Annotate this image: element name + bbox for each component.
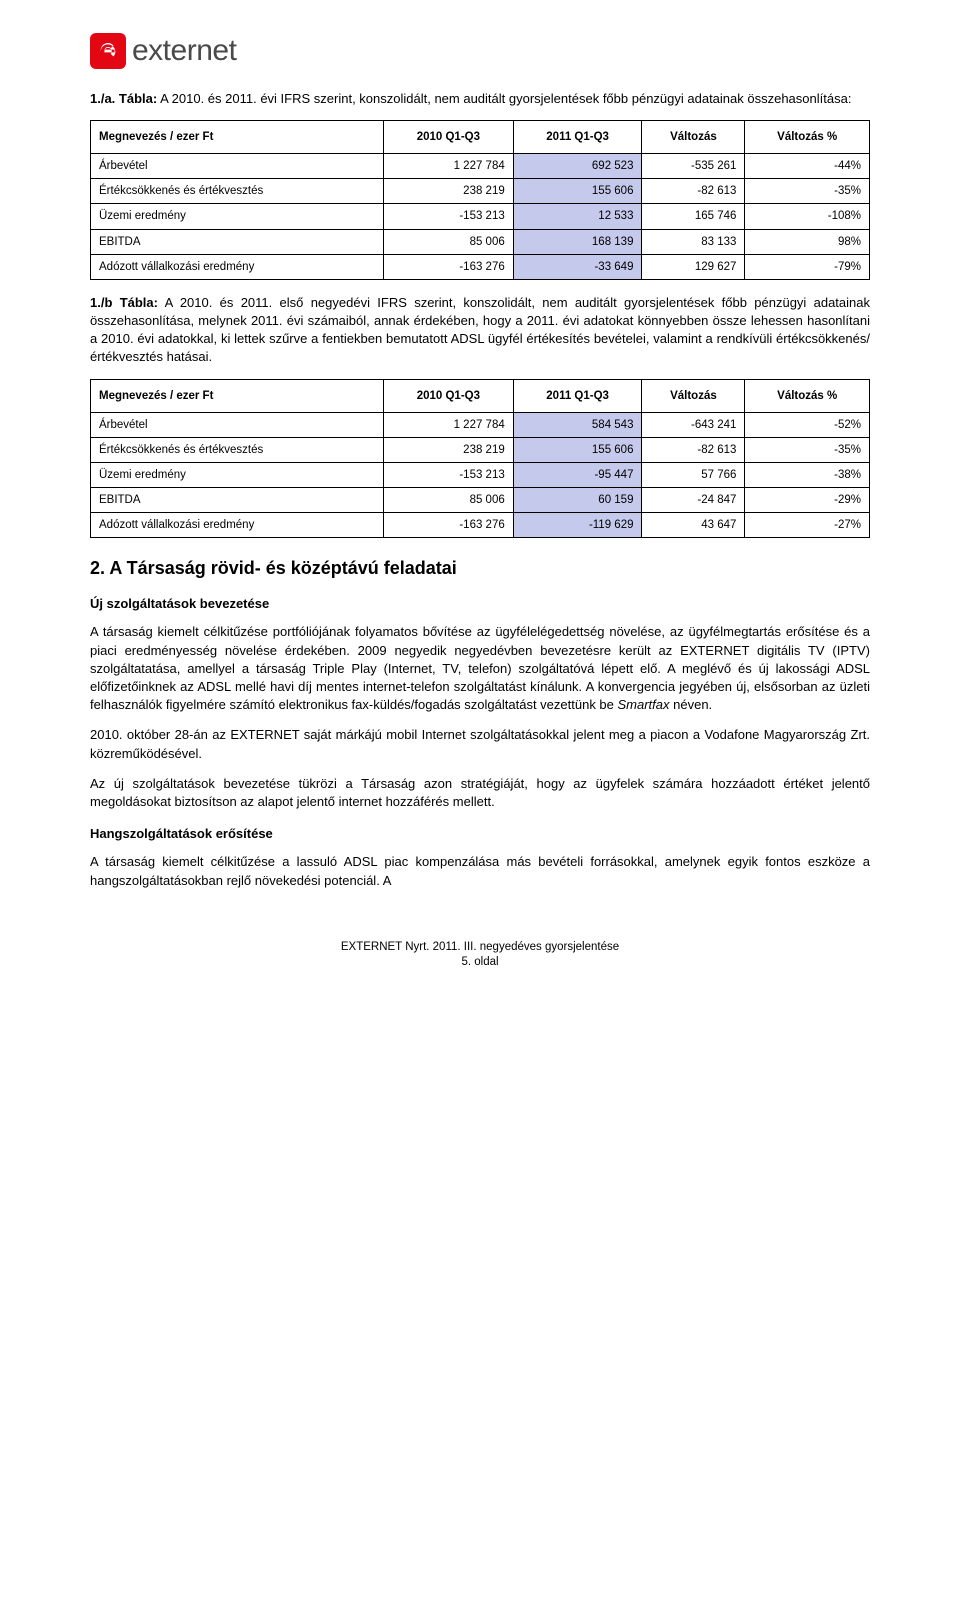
table-row: EBITDA85 00660 159-24 847-29% <box>91 487 870 512</box>
section-1a-title-rest: A 2010. és 2011. évi IFRS szerint, konsz… <box>157 91 851 106</box>
table-1a: Megnevezés / ezer Ft 2010 Q1-Q3 2011 Q1-… <box>90 120 870 280</box>
table-cell: -82 613 <box>642 179 745 204</box>
table-cell: -35% <box>745 437 870 462</box>
table-cell: -643 241 <box>642 412 745 437</box>
table-cell: Üzemi eredmény <box>91 462 384 487</box>
table-header-cell: Megnevezés / ezer Ft <box>91 379 384 412</box>
table-header-cell: 2010 Q1-Q3 <box>383 121 513 154</box>
table-cell: 60 159 <box>513 487 642 512</box>
table-cell: -119 629 <box>513 512 642 537</box>
e-logo-icon <box>90 33 126 69</box>
section-2-p3: Az új szolgáltatások bevezetése tükrözi … <box>90 775 870 811</box>
table-row: Árbevétel1 227 784692 523-535 261-44% <box>91 154 870 179</box>
section-2-p1-post: néven. <box>670 697 713 712</box>
table-cell: 85 006 <box>383 229 513 254</box>
table-cell: 155 606 <box>513 179 642 204</box>
table-cell: -82 613 <box>642 437 745 462</box>
table-cell: -33 649 <box>513 254 642 279</box>
section-2-p1: A társaság kiemelt célkitűzése portfólió… <box>90 623 870 714</box>
table-header-cell: 2010 Q1-Q3 <box>383 379 513 412</box>
table-cell: -44% <box>745 154 870 179</box>
footer-line-1: EXTERNET Nyrt. 2011. III. negyedéves gyo… <box>90 940 870 955</box>
table-1b: Megnevezés / ezer Ft 2010 Q1-Q3 2011 Q1-… <box>90 379 870 539</box>
table-cell: 155 606 <box>513 437 642 462</box>
table-cell: 57 766 <box>642 462 745 487</box>
table-row: Üzemi eredmény-153 213-95 44757 766-38% <box>91 462 870 487</box>
table-cell: EBITDA <box>91 229 384 254</box>
table-1b-header-row: Megnevezés / ezer Ft 2010 Q1-Q3 2011 Q1-… <box>91 379 870 412</box>
table-cell: Adózott vállalkozási eredmény <box>91 512 384 537</box>
table-cell: Értékcsökkenés és értékvesztés <box>91 179 384 204</box>
table-header-cell: 2011 Q1-Q3 <box>513 121 642 154</box>
section-1a-title-bold: 1./a. Tábla: <box>90 91 157 106</box>
section-2-p1-pre: A társaság kiemelt célkitűzése portfólió… <box>90 624 870 712</box>
section-2-p2: 2010. október 28-án az EXTERNET saját má… <box>90 726 870 762</box>
table-cell: 1 227 784 <box>383 154 513 179</box>
table-cell: 168 139 <box>513 229 642 254</box>
table-cell: -153 213 <box>383 462 513 487</box>
table-header-cell: Változás <box>642 379 745 412</box>
table-cell: Adózott vállalkozási eredmény <box>91 254 384 279</box>
table-cell: -95 447 <box>513 462 642 487</box>
section-2-p1-italic: Smartfax <box>618 697 670 712</box>
table-cell: -52% <box>745 412 870 437</box>
table-row: Adózott vállalkozási eredmény-163 276-11… <box>91 512 870 537</box>
table-cell: 692 523 <box>513 154 642 179</box>
table-cell: EBITDA <box>91 487 384 512</box>
table-cell: -35% <box>745 179 870 204</box>
table-row: EBITDA85 006168 13983 13398% <box>91 229 870 254</box>
section-1b-title-bold: 1./b Tábla: <box>90 295 158 310</box>
section-1b-intro: 1./b Tábla: A 2010. és 2011. első negyed… <box>90 294 870 367</box>
table-cell: 129 627 <box>642 254 745 279</box>
table-header-cell: Változás % <box>745 379 870 412</box>
table-cell: 98% <box>745 229 870 254</box>
table-row: Adózott vállalkozási eredmény-163 276-33… <box>91 254 870 279</box>
subheading-uj-szolgaltatasok: Új szolgáltatások bevezetése <box>90 595 870 613</box>
subheading-hangszolgaltatasok: Hangszolgáltatások erősítése <box>90 825 870 843</box>
table-cell: 165 746 <box>642 204 745 229</box>
table-header-cell: Változás <box>642 121 745 154</box>
table-cell: Árbevétel <box>91 412 384 437</box>
table-header-cell: Megnevezés / ezer Ft <box>91 121 384 154</box>
table-cell: -163 276 <box>383 254 513 279</box>
table-cell: 83 133 <box>642 229 745 254</box>
footer-line-2: 5. oldal <box>90 955 870 970</box>
table-cell: -27% <box>745 512 870 537</box>
table-cell: 85 006 <box>383 487 513 512</box>
table-cell: -38% <box>745 462 870 487</box>
table-cell: 238 219 <box>383 437 513 462</box>
table-cell: Üzemi eredmény <box>91 204 384 229</box>
table-cell: Értékcsökkenés és értékvesztés <box>91 437 384 462</box>
table-cell: -535 261 <box>642 154 745 179</box>
table-1a-header-row: Megnevezés / ezer Ft 2010 Q1-Q3 2011 Q1-… <box>91 121 870 154</box>
table-cell: -24 847 <box>642 487 745 512</box>
table-header-cell: Változás % <box>745 121 870 154</box>
table-cell: -163 276 <box>383 512 513 537</box>
page-footer: EXTERNET Nyrt. 2011. III. negyedéves gyo… <box>90 940 870 970</box>
table-cell: -108% <box>745 204 870 229</box>
table-cell: -79% <box>745 254 870 279</box>
table-cell: 43 647 <box>642 512 745 537</box>
section-2-sub2-p1: A társaság kiemelt célkitűzése a lassuló… <box>90 853 870 889</box>
brand-logo-text: externet <box>132 30 236 72</box>
section-2-heading: 2. A Társaság rövid- és középtávú felada… <box>90 556 870 581</box>
brand-logo: externet <box>90 30 870 72</box>
table-row: Értékcsökkenés és értékvesztés238 219155… <box>91 437 870 462</box>
section-1a-intro: 1./a. Tábla: A 2010. és 2011. évi IFRS s… <box>90 90 870 108</box>
table-cell: -153 213 <box>383 204 513 229</box>
table-cell: 1 227 784 <box>383 412 513 437</box>
table-row: Árbevétel1 227 784584 543-643 241-52% <box>91 412 870 437</box>
section-1b-title-rest: A 2010. és 2011. első negyedévi IFRS sze… <box>90 295 870 365</box>
table-cell: 584 543 <box>513 412 642 437</box>
table-cell: 12 533 <box>513 204 642 229</box>
table-header-cell: 2011 Q1-Q3 <box>513 379 642 412</box>
table-row: Értékcsökkenés és értékvesztés238 219155… <box>91 179 870 204</box>
table-cell: 238 219 <box>383 179 513 204</box>
table-row: Üzemi eredmény-153 21312 533165 746-108% <box>91 204 870 229</box>
table-cell: Árbevétel <box>91 154 384 179</box>
table-cell: -29% <box>745 487 870 512</box>
